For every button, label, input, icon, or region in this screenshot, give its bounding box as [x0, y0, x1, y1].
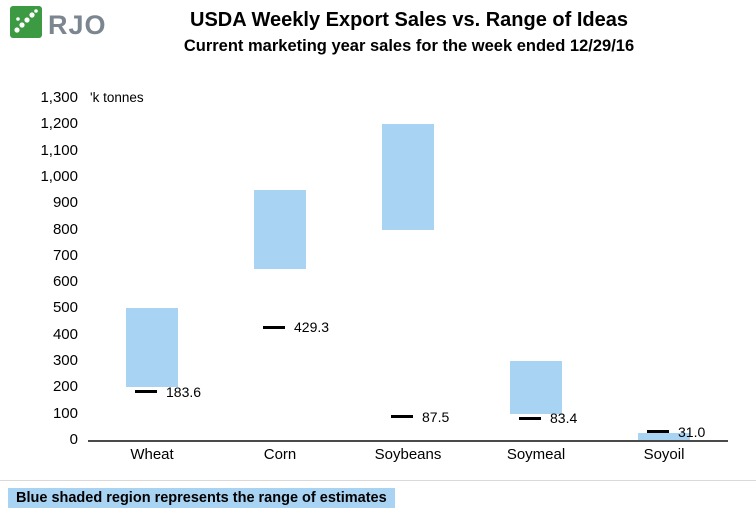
y-tick-label: 1,100	[40, 141, 78, 159]
range-bar-soyoil	[638, 433, 690, 440]
y-tick-label: 1,000	[40, 167, 78, 185]
actual-marker-soymeal	[519, 416, 541, 420]
actual-value-corn: 429.3	[294, 319, 330, 336]
rjo-logo: RJO	[10, 6, 107, 43]
y-tick-label: 200	[52, 378, 78, 396]
y-tick-label: 400	[52, 325, 78, 343]
y-tick-label: 600	[52, 273, 78, 291]
actual-marker-soyoil	[647, 430, 669, 434]
footnote: Blue shaded region represents the range …	[8, 488, 395, 508]
y-tick-label: 0	[69, 431, 78, 448]
chart-titles: USDA Weekly Export Sales vs. Range of Id…	[70, 8, 748, 56]
y-tick-label: 900	[52, 194, 78, 212]
actual-value-soybeans: 87.5	[422, 408, 450, 425]
y-tick-label: 700	[52, 246, 78, 264]
y-tick-label: 500	[52, 299, 78, 317]
y-axis: 0 100 200 300 400 500 600 700 800 900 1,000 1,100 1,…	[0, 89, 78, 448]
range-bar-soybeans	[382, 124, 434, 230]
actual-marker-corn	[263, 325, 285, 329]
page-subtitle: Current marketing year sales for the wee…	[183, 37, 635, 55]
rjo-logo-text: RJO	[48, 9, 107, 40]
page-title: USDA Weekly Export Sales vs. Range of Id…	[190, 9, 628, 31]
actual-value-soymeal: 83.4	[550, 410, 578, 427]
rjo-logo-icon	[10, 6, 42, 43]
category-label-corn: Corn	[263, 446, 297, 463]
category-label-soyoil: Soyoil	[643, 446, 685, 463]
actual-marker-soybeans	[391, 415, 413, 419]
actual-marker-wheat	[135, 390, 157, 394]
footer-divider	[0, 480, 756, 481]
y-tick-label: 1,200	[40, 115, 78, 133]
y-axis-unit-label: 'k tonnes	[90, 90, 144, 105]
y-tick-label: 1,300	[40, 89, 78, 106]
actual-value-soyoil: 31.0	[678, 423, 706, 440]
category-label-wheat: Wheat	[130, 446, 174, 463]
range-bar-wheat	[126, 308, 178, 388]
category-label-soybeans: Soybeans	[374, 446, 442, 463]
range-bar-corn	[254, 190, 306, 269]
y-tick-label: 100	[52, 404, 78, 422]
y-tick-label: 800	[52, 220, 78, 238]
x-axis: Wheat Corn Soybeans Soymeal Soyoil	[88, 446, 728, 468]
plot-area: 183.6 429.3 87.5 83.4 31.0	[88, 98, 728, 442]
range-bar-soymeal	[510, 361, 562, 414]
actual-value-wheat: 183.6	[166, 383, 202, 400]
category-label-soymeal: Soymeal	[506, 446, 566, 463]
y-tick-label: 300	[52, 352, 78, 370]
